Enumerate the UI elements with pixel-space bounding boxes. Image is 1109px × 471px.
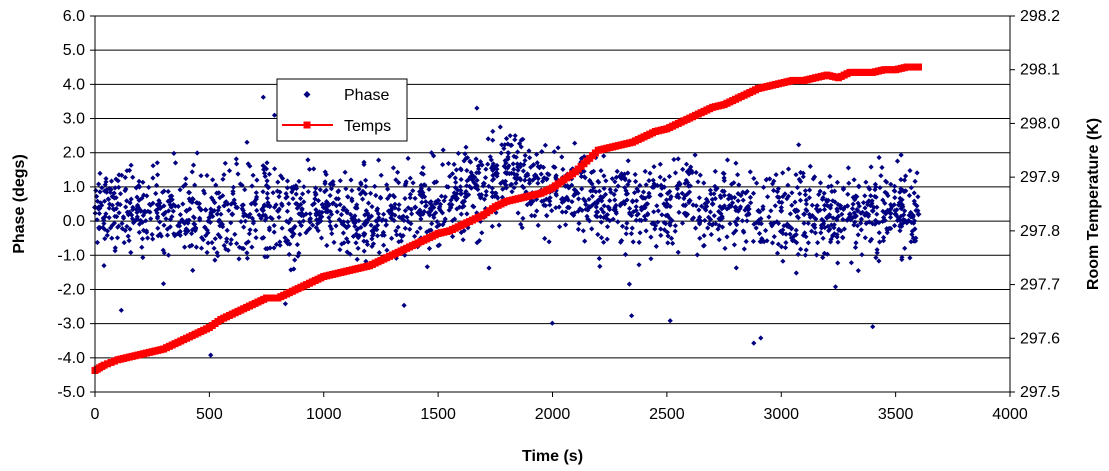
left-tick-label: 3.0 bbox=[63, 111, 85, 128]
x-tick-label: 500 bbox=[196, 406, 223, 423]
phase-point bbox=[709, 201, 716, 207]
phase-point bbox=[824, 214, 830, 221]
phase-point bbox=[366, 214, 373, 221]
left-tick-label: 2.0 bbox=[63, 145, 85, 162]
phase-point bbox=[480, 180, 487, 187]
right-tick-label: 297.5 bbox=[1020, 384, 1060, 401]
phase-point bbox=[160, 211, 167, 218]
x-tick-label: 3000 bbox=[763, 406, 799, 423]
phase-point bbox=[297, 211, 304, 218]
left-tick-label: 4.0 bbox=[63, 76, 85, 93]
phase-point bbox=[663, 201, 670, 207]
phase-point bbox=[572, 190, 579, 197]
x-tick-label: 4000 bbox=[992, 406, 1028, 423]
x-axis-title: Time (s) bbox=[522, 448, 583, 465]
phase-point bbox=[137, 207, 144, 214]
left-tick-label: -2.0 bbox=[57, 281, 85, 298]
right-tick-label: 297.7 bbox=[1020, 277, 1060, 294]
right-tick-label: 298.0 bbox=[1020, 115, 1060, 132]
right-y-axis-title: Room Temperature (K) bbox=[1085, 118, 1102, 290]
phase-point bbox=[412, 204, 419, 211]
x-tick-label: 3500 bbox=[878, 406, 914, 423]
right-tick-label: 298.2 bbox=[1020, 8, 1060, 25]
axis-ticks: -5.0 -4.0 -3.0 -2.0 -1.0 0.0 1.0 2.0 3.0 4.0 5.0 6.… bbox=[57, 8, 1060, 423]
phase-point bbox=[846, 211, 853, 218]
temps-line bbox=[91, 63, 922, 375]
left-tick-label: -4.0 bbox=[57, 350, 85, 367]
right-tick-label: 297.8 bbox=[1020, 223, 1060, 240]
phase-point bbox=[915, 211, 922, 218]
phase-point bbox=[320, 204, 327, 211]
phase-point bbox=[503, 170, 510, 177]
phase-point bbox=[343, 207, 350, 214]
right-tick-label: 298.1 bbox=[1020, 62, 1060, 79]
phase-point bbox=[526, 177, 533, 184]
phase-point bbox=[252, 201, 259, 207]
left-tick-label: 5.0 bbox=[63, 42, 85, 59]
phase-point bbox=[641, 204, 647, 211]
phase-point bbox=[435, 197, 442, 204]
phase-point bbox=[595, 197, 602, 204]
left-tick-label: 1.0 bbox=[63, 179, 85, 196]
x-tick-label: 2500 bbox=[649, 406, 685, 423]
phase-point bbox=[229, 211, 236, 218]
temps-point bbox=[915, 63, 922, 71]
phase-point bbox=[183, 207, 190, 214]
left-tick-label: -3.0 bbox=[57, 316, 85, 333]
legend-box bbox=[276, 78, 408, 142]
phase-point bbox=[206, 214, 213, 221]
x-tick-label: 1500 bbox=[420, 406, 456, 423]
left-tick-label: -5.0 bbox=[57, 384, 85, 401]
legend-phase-marker bbox=[303, 91, 311, 98]
legend-temps-marker bbox=[303, 121, 311, 129]
phase-point bbox=[275, 207, 281, 214]
left-tick-label: -1.0 bbox=[57, 247, 85, 264]
phase-point bbox=[755, 207, 762, 214]
left-y-axis-title: Phase (degs) bbox=[11, 154, 28, 254]
x-tick-label: 2000 bbox=[535, 406, 571, 423]
right-tick-label: 297.9 bbox=[1020, 169, 1060, 186]
phase-point bbox=[892, 211, 899, 218]
x-tick-label: 1000 bbox=[306, 406, 342, 423]
phase-point bbox=[114, 201, 121, 207]
phase-point bbox=[869, 207, 876, 214]
legend: Phase Temps bbox=[276, 78, 408, 142]
left-tick-label: 0.0 bbox=[63, 213, 85, 230]
phase-point bbox=[732, 204, 739, 211]
phase-point bbox=[686, 197, 693, 204]
phase-point bbox=[801, 211, 808, 218]
x-tick-label: 0 bbox=[91, 406, 100, 423]
phase-point bbox=[778, 207, 785, 214]
phase-scatter bbox=[92, 94, 922, 358]
legend-temps-label: Temps bbox=[344, 118, 391, 135]
legend-phase-label: Phase bbox=[344, 87, 389, 104]
phase-point bbox=[618, 201, 625, 207]
phase-point bbox=[458, 190, 464, 197]
right-tick-label: 297.6 bbox=[1020, 330, 1060, 347]
phase-point bbox=[389, 211, 396, 218]
left-tick-label: 6.0 bbox=[63, 8, 85, 25]
